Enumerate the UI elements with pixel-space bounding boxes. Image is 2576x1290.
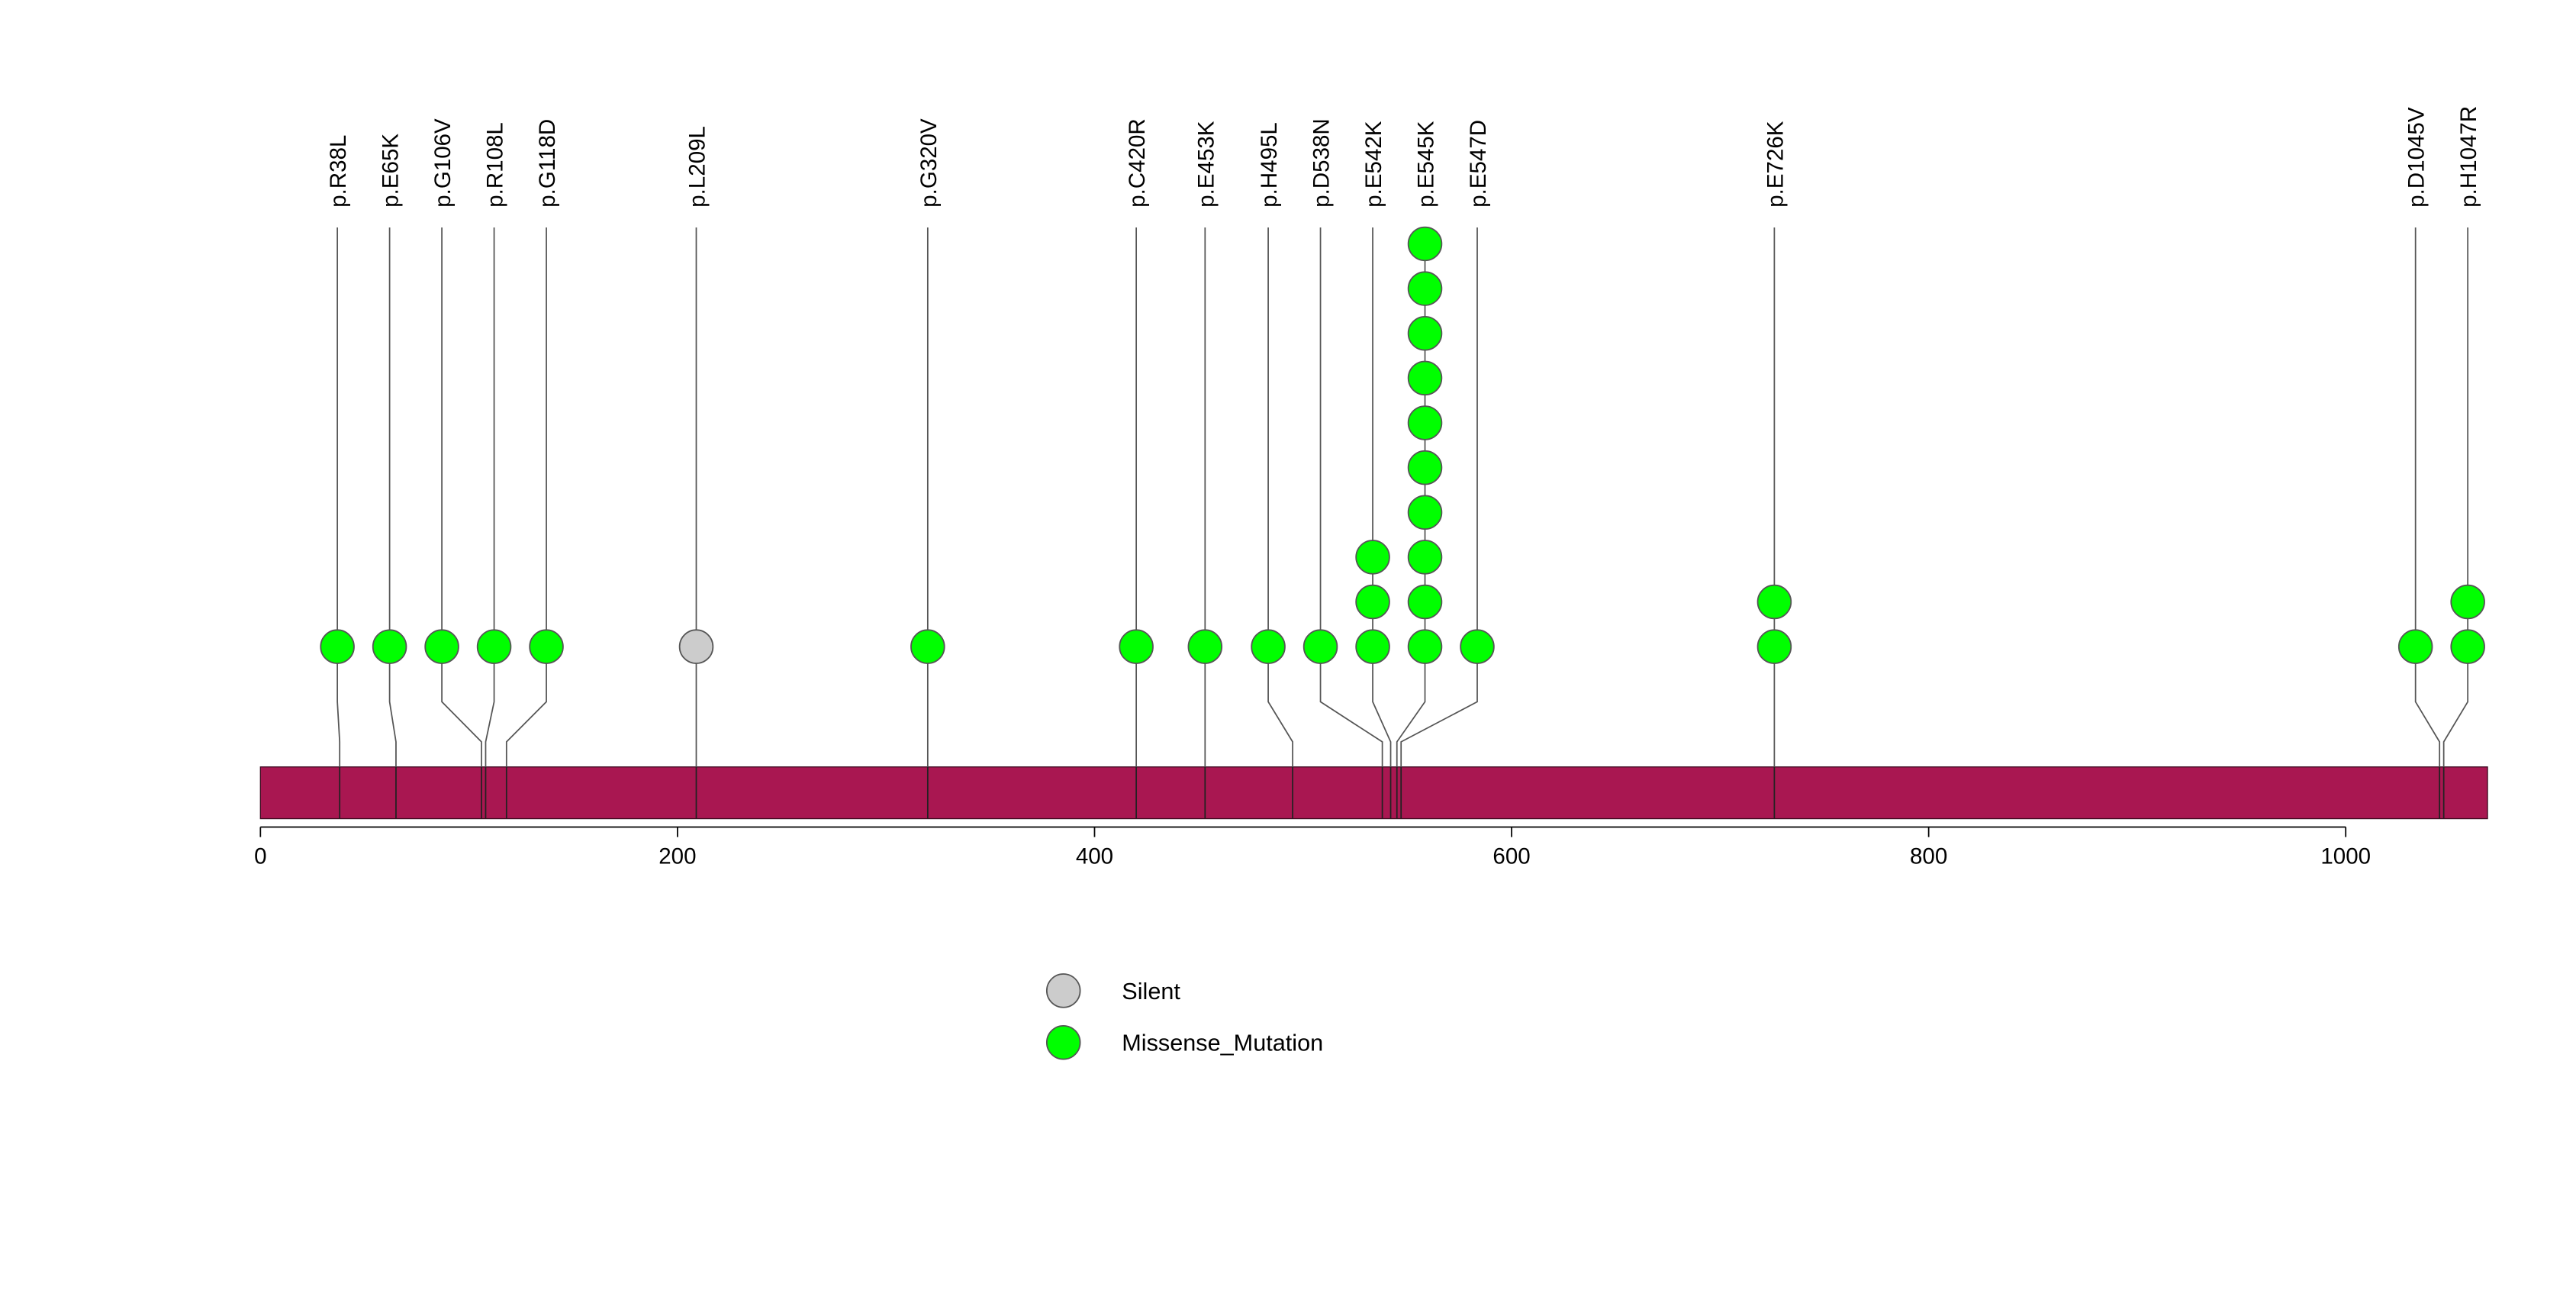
mutation-dot-p.G106V-1[interactable] <box>424 629 459 664</box>
x-tick-label-200: 200 <box>658 844 696 869</box>
mutation-dot-p.E545K-8[interactable] <box>1407 315 1443 351</box>
legend-label-Missense_Mutation: Missense_Mutation <box>1122 1030 1323 1056</box>
mutation-dot-p.C420R-1[interactable] <box>1119 629 1154 664</box>
x-tick-label-800: 800 <box>1910 844 1947 869</box>
mutation-dot-p.E726K-1[interactable] <box>1757 629 1792 664</box>
mutation-dot-p.E545K-1[interactable] <box>1407 629 1443 664</box>
legend-label-Silent: Silent <box>1122 979 1180 1005</box>
stem-p.E542K <box>1372 227 1392 767</box>
legend: Silent Missense_Mutation <box>1045 973 1323 1060</box>
mutation-dot-p.L209L-1[interactable] <box>678 629 714 664</box>
mutation-labels: p.R38L p.E65K p.G106V p.R108L p.G118D p.L209L… <box>326 106 2481 208</box>
mutation-label-p.E453K: p.E453K <box>1193 121 1219 208</box>
mutation-dot-p.E545K-4[interactable] <box>1407 495 1443 531</box>
mutation-label-p.R108L: p.R108L <box>483 122 508 208</box>
mutation-dot-p.E545K-3[interactable] <box>1407 540 1443 575</box>
stem-p.R38L <box>336 227 341 767</box>
legend-swatch-Silent <box>1045 973 1081 1008</box>
mutation-label-p.D1045V: p.D1045V <box>2404 107 2429 208</box>
x-tick-label-600: 600 <box>1492 844 1530 869</box>
mutation-dot-p.H1047R-2[interactable] <box>2450 584 2485 620</box>
stem-p.R108L <box>485 227 495 767</box>
stem-p.E65K <box>388 227 397 767</box>
mutation-label-p.D538N: p.D538N <box>1309 118 1334 208</box>
mutation-dot-p.E547D-1[interactable] <box>1460 629 1495 664</box>
stem-p.D1045V <box>2414 227 2441 767</box>
mutation-dot-p.E65K-1[interactable] <box>372 629 407 664</box>
mutation-marks <box>320 226 2485 664</box>
mutation-dot-p.E545K-2[interactable] <box>1407 584 1443 620</box>
stem-p.G118D <box>505 227 547 767</box>
mutation-label-p.H1047R: p.H1047R <box>2456 106 2481 208</box>
mutation-label-p.G320V: p.G320V <box>916 118 942 208</box>
mutation-label-p.R38L: p.R38L <box>326 135 351 208</box>
legend-swatch-Missense_Mutation <box>1045 1024 1081 1060</box>
stem-p.H1047R <box>2442 227 2469 767</box>
x-tick-label-1000: 1000 <box>2320 844 2371 869</box>
mutation-stems <box>336 227 2469 819</box>
mutation-dot-p.E545K-6[interactable] <box>1407 405 1443 440</box>
mutation-dot-p.G320V-1[interactable] <box>910 629 945 664</box>
mutation-dot-p.E542K-1[interactable] <box>1355 629 1390 664</box>
stem-p.G106V <box>441 227 482 767</box>
stem-p.E547D <box>1400 227 1478 767</box>
mutation-dot-p.H1047R-1[interactable] <box>2450 629 2485 664</box>
mutation-label-p.E726K: p.E726K <box>1763 121 1788 208</box>
x-tick-label-0: 0 <box>254 844 266 869</box>
mutation-label-p.L209L: p.L209L <box>684 126 710 208</box>
mutation-dot-p.R108L-1[interactable] <box>476 629 512 664</box>
mutation-label-p.E545K: p.E545K <box>1413 121 1438 208</box>
protein-bar <box>259 766 2488 820</box>
mutation-label-p.H495L: p.H495L <box>1257 122 1282 208</box>
mutation-dot-p.H495L-1[interactable] <box>1251 629 1286 664</box>
x-tick-label-400: 400 <box>1076 844 1113 869</box>
mutation-dot-p.R38L-1[interactable] <box>320 629 355 664</box>
mutation-label-p.C420R: p.C420R <box>1125 118 1150 208</box>
mutation-dot-p.D538N-1[interactable] <box>1302 629 1338 664</box>
mutation-label-p.E542K: p.E542K <box>1361 121 1386 208</box>
mutation-dot-p.D1045V-1[interactable] <box>2397 629 2433 664</box>
mutation-dot-p.E545K-5[interactable] <box>1407 450 1443 485</box>
mutation-label-p.E65K: p.E65K <box>378 134 404 208</box>
mutation-label-p.E547D: p.E547D <box>1466 120 1491 208</box>
stem-p.D538N <box>1319 227 1383 767</box>
mutation-label-p.G118D: p.G118D <box>535 119 560 208</box>
mutation-dot-p.E453K-1[interactable] <box>1187 629 1223 664</box>
x-axis: 0 200 400 600 800 1000 <box>254 826 2371 869</box>
stem-p.H495L <box>1267 227 1293 767</box>
mutation-label-p.G106V: p.G106V <box>430 118 456 208</box>
mutation-dot-p.E542K-3[interactable] <box>1355 540 1390 575</box>
mutation-dot-p.E545K-10[interactable] <box>1407 226 1443 262</box>
mutation-dot-p.G118D-1[interactable] <box>529 629 564 664</box>
mutation-dot-p.E726K-2[interactable] <box>1757 584 1792 620</box>
mutation-dot-p.E545K-7[interactable] <box>1407 360 1443 396</box>
mutation-dot-p.E542K-2[interactable] <box>1355 584 1390 620</box>
mutation-dot-p.E545K-9[interactable] <box>1407 271 1443 306</box>
